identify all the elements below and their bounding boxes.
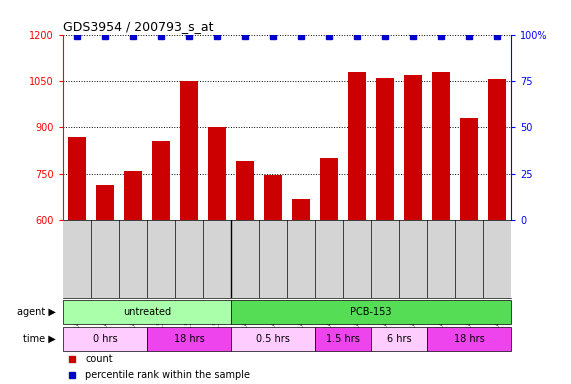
Text: untreated: untreated (123, 307, 171, 317)
Bar (231, 300, 511, 324)
Bar (231, 327, 315, 351)
Bar (427, 327, 511, 351)
Text: PCB-153: PCB-153 (350, 307, 392, 317)
Text: count: count (85, 354, 113, 364)
Bar (68, 137, 86, 220)
Bar (264, 175, 282, 220)
Text: 0 hrs: 0 hrs (93, 334, 117, 344)
Bar (96, 185, 114, 220)
Text: 0.5 hrs: 0.5 hrs (256, 334, 290, 344)
Bar (292, 199, 310, 220)
Bar (404, 75, 422, 220)
Text: 18 hrs: 18 hrs (453, 334, 484, 344)
Bar (488, 79, 506, 220)
Bar (371, 327, 427, 351)
Text: 18 hrs: 18 hrs (174, 334, 204, 344)
Text: time ▶: time ▶ (23, 334, 56, 344)
Bar (315, 327, 371, 351)
Bar (152, 141, 170, 220)
Bar (208, 127, 226, 220)
Bar (147, 327, 231, 351)
Bar (124, 171, 142, 220)
Bar (63, 327, 147, 351)
Bar (376, 78, 394, 220)
Bar (460, 118, 478, 220)
Bar (236, 161, 254, 220)
Bar (180, 81, 198, 220)
Text: 6 hrs: 6 hrs (387, 334, 411, 344)
Bar (348, 72, 366, 220)
Text: GDS3954 / 200793_s_at: GDS3954 / 200793_s_at (63, 20, 214, 33)
Bar (432, 72, 450, 220)
Text: 1.5 hrs: 1.5 hrs (326, 334, 360, 344)
Bar (63, 300, 231, 324)
Bar (320, 158, 338, 220)
Text: agent ▶: agent ▶ (17, 307, 56, 317)
Text: percentile rank within the sample: percentile rank within the sample (85, 370, 250, 380)
